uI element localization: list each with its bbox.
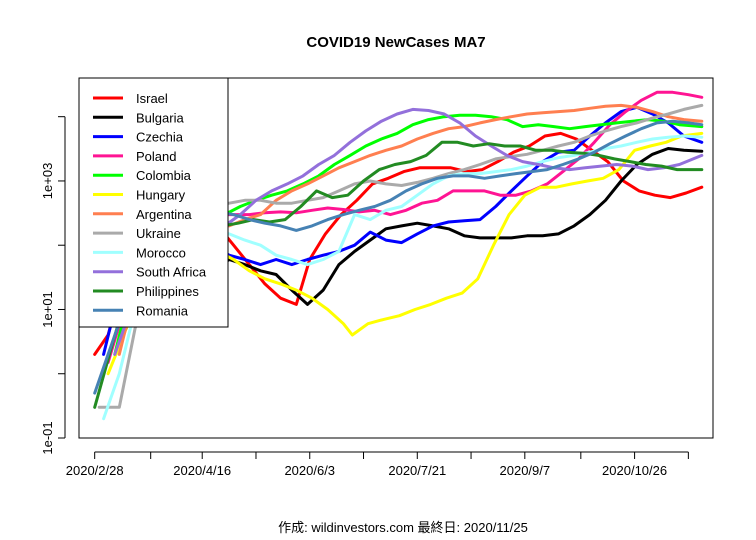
legend-label-4: Colombia: [136, 168, 192, 183]
y-axis: 1e-01 1e+01 1e+03: [40, 116, 66, 455]
x-tick-label: 2020/4/16: [173, 463, 231, 478]
x-tick-label: 2020/2/28: [66, 463, 124, 478]
y-tick-label: 1e-01: [40, 421, 55, 454]
legend-label-3: Poland: [136, 149, 176, 164]
legend-label-1: Bulgaria: [136, 110, 184, 125]
x-tick-label: 2020/10/26: [602, 463, 667, 478]
legend-label-5: Hungary: [136, 188, 186, 203]
legend-label-11: Romania: [136, 303, 189, 318]
legend-box: [78, 77, 229, 328]
x-tick-label: 2020/9/7: [500, 463, 551, 478]
chart-footer: 作成: wildinvestors.com 最終日: 2020/11/25: [278, 520, 528, 535]
legend-label-6: Argentina: [136, 207, 192, 222]
legend-label-9: South Africa: [136, 265, 207, 280]
x-tick-label: 2020/7/21: [388, 463, 446, 478]
y-tick-label: 1e+03: [40, 163, 55, 200]
legend-label-0: Israel: [136, 91, 168, 106]
x-tick-label: 2020/6/3: [284, 463, 335, 478]
legend-label-2: Czechia: [136, 130, 184, 145]
x-axis: 2020/2/28 2020/4/16 2020/6/3 2020/7/21 2020/…: [66, 451, 689, 478]
y-tick-label: 1e+01: [40, 291, 55, 328]
legend-label-8: Morocco: [136, 245, 186, 260]
legend-label-10: Philippines: [136, 284, 199, 299]
chart-title: COVID19 NewCases MA7: [306, 34, 485, 51]
legend: Israel Bulgaria Czechia Poland Colombia Hunga…: [78, 77, 229, 328]
legend-label-7: Ukraine: [136, 226, 181, 241]
